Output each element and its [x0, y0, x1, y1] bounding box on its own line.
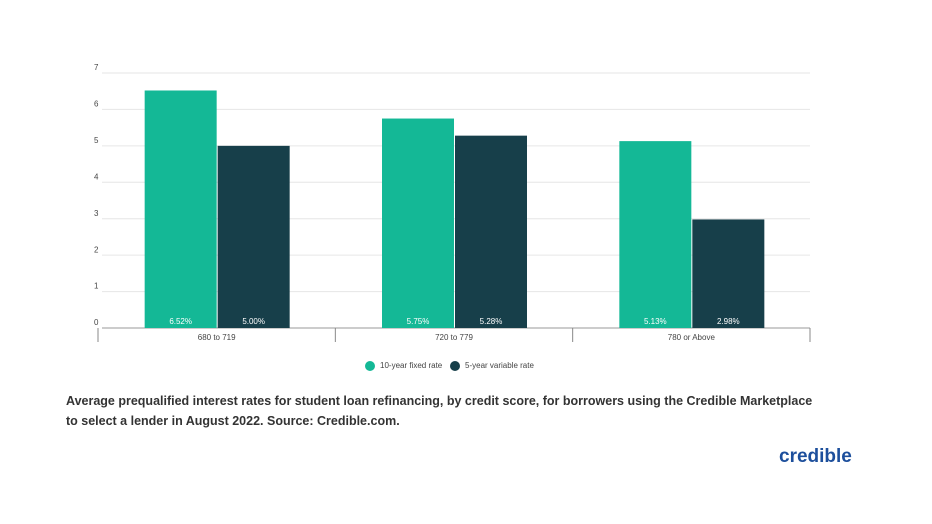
logo: credible [779, 446, 852, 467]
legend-label: 5-year variable rate [465, 361, 534, 370]
legend-label: 10-year fixed rate [380, 361, 443, 370]
chart: 0 1 2 3 4 5 6 7 680 to 719 720 to 779 780 or Above… [94, 63, 811, 371]
bar [382, 118, 454, 329]
x-tick-label: 780 or Above [668, 333, 716, 342]
y-tick-label: 0 [94, 318, 99, 327]
value-label: 5.75% [407, 317, 430, 326]
legend-swatch [450, 361, 460, 371]
value-label: 5.28% [480, 317, 503, 326]
y-tick-label: 6 [94, 100, 99, 109]
y-tick-label: 3 [94, 209, 99, 218]
y-tick-label: 2 [94, 245, 99, 254]
legend-swatch [365, 361, 375, 371]
x-tick-label: 680 to 719 [198, 333, 236, 342]
value-label: 5.00% [242, 317, 265, 326]
caption: Average prequalified interest rates for … [66, 394, 813, 428]
y-tick-label: 1 [94, 282, 99, 291]
y-tick-label: 4 [94, 172, 99, 181]
y-tick-label: 7 [94, 63, 99, 72]
bar [217, 145, 290, 328]
bar [455, 135, 527, 328]
x-tick-label: 720 to 779 [435, 333, 473, 342]
bar [692, 219, 765, 328]
value-label: 6.52% [169, 317, 192, 326]
bar [619, 141, 692, 328]
bar [144, 90, 217, 328]
value-label: 2.98% [717, 317, 740, 326]
y-tick-label: 5 [94, 136, 99, 145]
value-label: 5.13% [644, 317, 667, 326]
